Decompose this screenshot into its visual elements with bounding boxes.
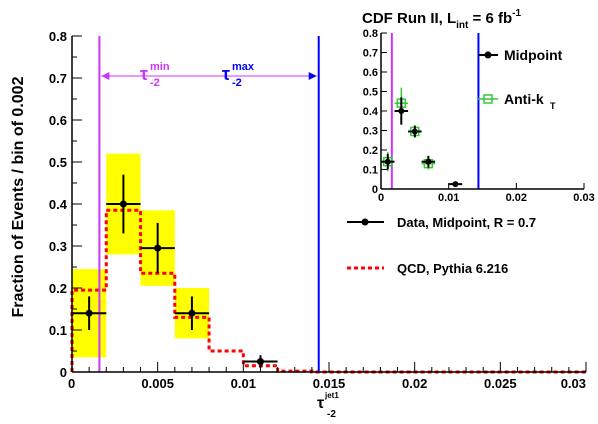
inset-y-tick-label-0: 0 xyxy=(372,184,378,196)
x-tick-label-4: 0.02 xyxy=(402,376,427,391)
y-tick-label-8: 0.8 xyxy=(49,29,67,44)
x-tick-label-2: 0.01 xyxy=(231,376,256,391)
tau-range-arrow-right-head xyxy=(308,72,317,80)
tau-min-label-sub: -2 xyxy=(150,77,160,89)
title-main: CDF Run II, L xyxy=(362,10,456,27)
inset-legend-antikt-label: Anti-k xyxy=(504,91,544,107)
y-tick-label-0: 0 xyxy=(60,365,67,380)
data-point-0 xyxy=(85,309,93,317)
inset-x-tick-label-0: 0 xyxy=(378,192,384,204)
inset-x-tick-label-1: 0.01 xyxy=(438,192,459,204)
tau-max-label: τ xyxy=(222,64,230,84)
inset-midpoint-3 xyxy=(425,158,432,165)
data-point-2 xyxy=(154,244,162,252)
x-axis-title-sub: -2 xyxy=(327,409,336,420)
title-sub: int xyxy=(456,20,469,31)
inset-y-tick-label-7: 0.7 xyxy=(363,48,378,60)
inset-plot: 0 0.1 0.2 0.3 0.4 0.5 0.6 0.7 0.8 0 0.01 0.02 0.03 Mi… xyxy=(341,28,595,204)
x-axis-title-main: τ xyxy=(317,395,324,412)
tau-max-label-sub: -2 xyxy=(232,77,242,89)
inset-legend-antikt-sub: T xyxy=(550,101,556,111)
main-legend: Data, Midpoint, R = 0.7 QCD, Pythia 6.216 xyxy=(347,215,536,276)
inset-midpoint-2 xyxy=(411,128,418,135)
inset-midpoint-0 xyxy=(384,158,391,165)
x-axis-title-sup: jet1 xyxy=(324,391,339,400)
inset-background xyxy=(341,28,591,202)
x-tick-label-1: 0.005 xyxy=(141,376,174,391)
x-tick-label-5: 0.025 xyxy=(484,376,517,391)
inset-y-tick-label-4: 0.4 xyxy=(363,106,379,118)
tau-range-arrow-left-head xyxy=(101,72,110,80)
title-mid: = 6 fb xyxy=(468,10,512,27)
data-point-3 xyxy=(188,309,196,317)
chart-title: CDF Run II, Lint = 6 fb-1 xyxy=(362,8,521,31)
y-tick-label-1: 0.1 xyxy=(49,323,67,338)
inset-x-tick-label-2: 0.02 xyxy=(506,192,527,204)
inset-y-tick-label-8: 0.8 xyxy=(363,28,378,40)
tau-max-label-sup: max xyxy=(232,61,255,73)
inset-legend-midpoint-label: Midpoint xyxy=(504,47,563,63)
y-tick-label-3: 0.3 xyxy=(49,239,67,254)
tau-min-label-sup: min xyxy=(150,61,170,73)
inset-legend-midpoint-marker xyxy=(484,51,492,59)
x-tick-label-6: 0.03 xyxy=(561,376,586,391)
inset-y-tick-label-3: 0.3 xyxy=(363,126,378,138)
inset-y-tick-label-1: 0.1 xyxy=(363,165,378,177)
y-tick-label-2: 0.2 xyxy=(49,281,67,296)
y-tick-label-6: 0.6 xyxy=(49,113,67,128)
inset-x-tick-label-3: 0.03 xyxy=(573,192,594,204)
y-axis-title: Fraction of Events / bin of 0.002 xyxy=(10,76,27,317)
y-tick-label-7: 0.7 xyxy=(49,71,67,86)
tau-min-label: τ xyxy=(140,64,148,84)
legend-data-label: Data, Midpoint, R = 0.7 xyxy=(397,215,536,230)
inset-legend-antikt-marker xyxy=(483,94,493,104)
x-axis-title: τ -2 jet1 xyxy=(317,391,339,420)
inset-midpoint-4 xyxy=(452,181,459,188)
inset-midpoint-1 xyxy=(398,108,405,114)
inset-y-tick-label-6: 0.6 xyxy=(363,67,378,79)
y-tick-label-5: 0.5 xyxy=(49,155,67,170)
data-point-1 xyxy=(119,200,127,208)
title-sup: -1 xyxy=(512,8,521,19)
x-tick-label-0: 0 xyxy=(68,376,75,391)
legend-qcd-label: QCD, Pythia 6.216 xyxy=(397,261,508,276)
data-point-4 xyxy=(256,358,264,365)
legend-data-marker xyxy=(361,218,369,226)
y-tick-label-4: 0.4 xyxy=(49,197,68,212)
x-tick-label-3: 0.015 xyxy=(313,376,346,391)
inset-y-tick-label-2: 0.2 xyxy=(363,145,378,157)
inset-y-tick-label-5: 0.5 xyxy=(363,87,378,99)
